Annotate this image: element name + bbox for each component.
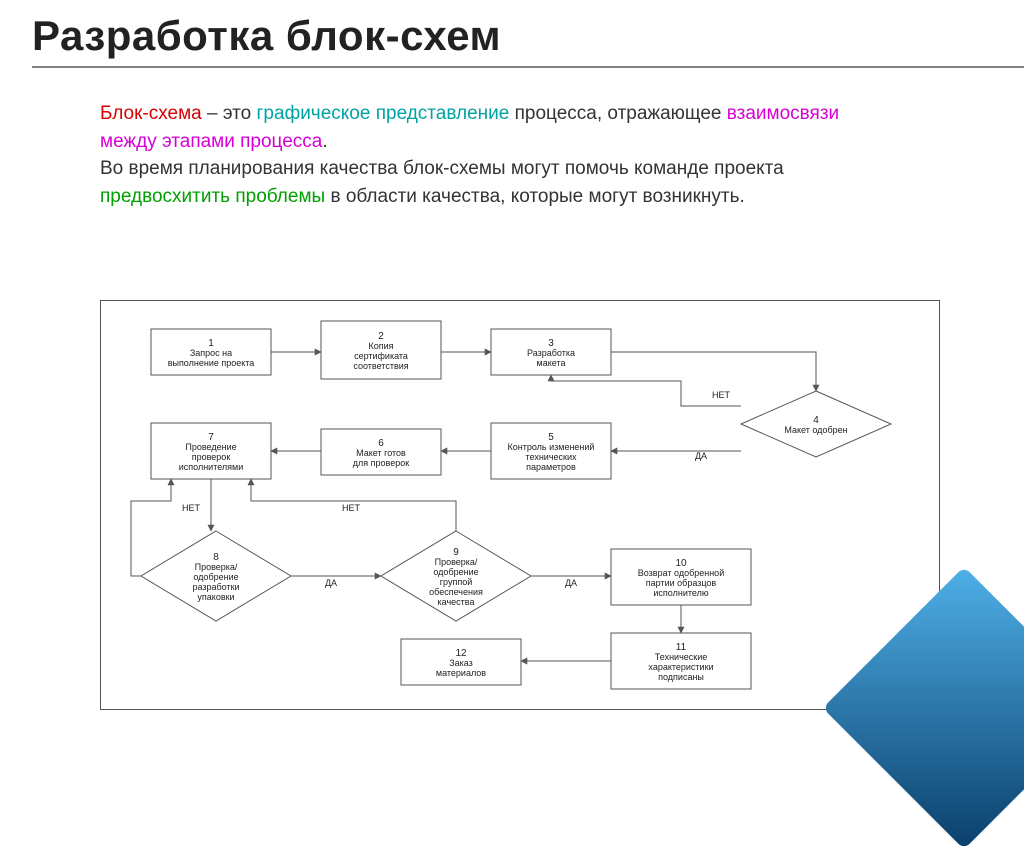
flow-node-n11: 11Техническиехарактеристикиподписаны <box>611 633 751 689</box>
flow-node-label: подписаны <box>658 672 704 682</box>
flow-node-label: Технические <box>655 652 707 662</box>
flowchart-svg: НЕТ ДА НЕТ ДА НЕТ ДА 1Запрос навыполнение прое… <box>101 301 941 711</box>
flow-node-label: одобрение <box>433 567 478 577</box>
flow-node-label: обеспечения <box>429 587 483 597</box>
flow-edge-label: ДА <box>565 578 577 588</box>
desc-t9: в области качества, которые могут возник… <box>325 186 745 207</box>
flow-node-label: Макет одобрен <box>784 425 847 435</box>
flow-node-label: параметров <box>526 462 576 472</box>
flow-node-label: партии образцов <box>646 578 717 588</box>
flow-node-label: Проведение <box>185 442 236 452</box>
flow-node-label: Проверка/ <box>435 557 478 567</box>
flow-node-n6: 6Макет готовдля проверок <box>321 429 441 475</box>
flow-edge <box>611 352 816 391</box>
flow-node-label: макета <box>537 358 566 368</box>
description-block: Блок-схема – это графическое представлен… <box>100 100 894 210</box>
flow-node-label: сертификата <box>354 351 408 361</box>
flow-node-label: Контроль изменений <box>508 442 595 452</box>
desc-t2: – это <box>202 103 257 124</box>
flow-node-n8: 8Проверка/одобрениеразработкиупаковки <box>141 531 291 621</box>
flow-node-label: Копия <box>368 341 393 351</box>
flow-node-label: Возврат одобренной <box>638 568 724 578</box>
flow-node-label: проверок <box>192 452 231 462</box>
flow-node-n10: 10Возврат одобреннойпартии образцовиспол… <box>611 549 751 605</box>
flow-edge-label: НЕТ <box>712 390 731 400</box>
flow-node-label: технических <box>526 452 577 462</box>
flow-node-n1: 1Запрос навыполнение проекта <box>151 329 271 375</box>
flow-node-label: разработки <box>192 582 239 592</box>
flow-node-n12: 12Заказматериалов <box>401 639 521 685</box>
flow-node-label: характеристики <box>648 662 713 672</box>
flow-edge-label: НЕТ <box>342 503 361 513</box>
flow-node-n3: 3Разработкамакета <box>491 329 611 375</box>
flow-edge-label: НЕТ <box>182 503 201 513</box>
flow-node-n4: 4Макет одобрен <box>741 391 891 457</box>
flow-node-label: соответствия <box>353 361 408 371</box>
desc-t6: . <box>322 131 327 152</box>
flow-node-label: одобрение <box>193 572 238 582</box>
flow-node-label: материалов <box>436 668 486 678</box>
flow-node-label: группой <box>440 577 472 587</box>
flow-node-n9: 9Проверка/одобрениегруппойобеспечениякач… <box>381 531 531 621</box>
flow-node-label: Проверка/ <box>195 562 238 572</box>
desc-t3: графическое представление <box>257 103 510 124</box>
flow-node-label: для проверок <box>353 458 409 468</box>
flow-node-label: качества <box>438 597 475 607</box>
flowchart-frame: НЕТ ДА НЕТ ДА НЕТ ДА 1Запрос навыполнение прое… <box>100 300 940 710</box>
flow-node-n5: 5Контроль измененийтехническихпараметров <box>491 423 611 479</box>
flow-node-label: Запрос на <box>190 348 232 358</box>
flow-edge-label: ДА <box>695 451 707 461</box>
flow-node-n7: 7Проведениепроверокисполнителями <box>151 423 271 479</box>
flow-node-label: Заказ <box>449 658 473 668</box>
flow-node-label: исполнителю <box>653 588 708 598</box>
flow-node-n2: 2Копиясертификатасоответствия <box>321 321 441 379</box>
flow-edge-label: ДА <box>325 578 337 588</box>
page-title: Разработка блок-схем <box>32 12 501 59</box>
desc-t8: предвосхитить проблемы <box>100 186 325 207</box>
desc-t7: Во время планирования качества блок-схем… <box>100 158 784 179</box>
flow-node-label: исполнителями <box>179 462 244 472</box>
flow-node-label: Макет готов <box>356 448 406 458</box>
desc-term: Блок-схема <box>100 103 202 124</box>
flow-node-label: выполнение проекта <box>168 358 255 368</box>
flow-node-label: Разработка <box>527 348 575 358</box>
desc-t4: процесса, отражающее <box>509 103 726 124</box>
title-bar: Разработка блок-схем <box>32 12 1024 68</box>
flow-node-label: упаковки <box>197 592 234 602</box>
